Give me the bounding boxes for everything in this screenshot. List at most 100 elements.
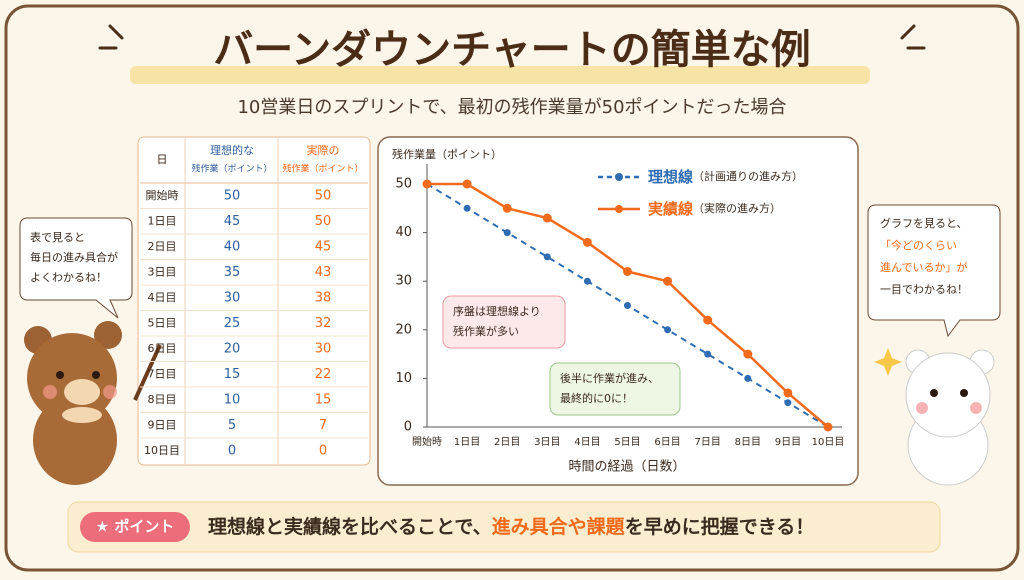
bubble-right-line: 一目でわかるね！	[880, 283, 968, 296]
table-header: 日	[157, 153, 168, 166]
table-cell: 7	[319, 418, 327, 433]
table-cell: 22	[315, 367, 332, 382]
point	[582, 237, 592, 247]
point	[664, 326, 672, 334]
table-cell: 15	[224, 367, 241, 382]
table-cell: 50	[315, 214, 332, 229]
y-tick-label: 10	[395, 371, 412, 386]
brown-bear	[24, 321, 162, 485]
annotation-text: 序盤は理想線より	[453, 304, 541, 318]
point	[623, 266, 632, 276]
subtitle: 10営業日のスプリントで、最初の残作業量が50ポイントだった場合	[237, 97, 786, 118]
annotation-text: 残作業が多い	[453, 324, 519, 338]
table-cell: 6日目	[148, 342, 177, 355]
point	[624, 302, 631, 309]
table-cell: 10	[224, 392, 241, 407]
table-cell: 20	[224, 341, 241, 356]
footer-lead: 理想線と実績線を比べることで、	[208, 515, 492, 538]
table-cell: 0	[319, 443, 327, 458]
point	[783, 388, 793, 398]
badge-text: ★ ポイント	[96, 518, 175, 536]
x-tick-label: 開始時	[412, 435, 442, 448]
table-cell: 9日目	[148, 418, 177, 431]
x-tick-label: 10日目	[812, 437, 845, 448]
legend-name: 理想線	[648, 168, 693, 186]
y-tick-label: 0	[404, 420, 412, 435]
badge	[80, 512, 190, 542]
table-cell: 1日目	[148, 214, 177, 227]
table-cell: 45	[224, 214, 241, 229]
x-tick-label: 6日目	[654, 437, 680, 448]
legend-dot	[615, 173, 623, 181]
legend-entry: 実績線（実際の進み方）	[648, 200, 781, 218]
y-tick-label: 40	[395, 225, 412, 240]
table-cell: 38	[315, 290, 332, 305]
point	[743, 349, 753, 359]
point	[703, 315, 713, 325]
title: バーンダウンチャートの簡単な例	[213, 27, 811, 73]
point	[543, 253, 551, 261]
table-cell: 32	[315, 316, 332, 331]
table-cell: 50	[224, 188, 241, 203]
point	[704, 350, 712, 358]
annotation-text: 最終的に0に！	[560, 391, 633, 405]
x-tick-label: 8日目	[735, 437, 761, 448]
bubble-right-line: グラフを見ると、	[880, 216, 968, 230]
chart-box	[377, 136, 859, 486]
title-deco	[98, 24, 926, 50]
table-cell: 開始時	[146, 188, 179, 202]
table-cell: 43	[315, 265, 332, 280]
bubble-right-line: 「今どのくらい	[880, 238, 957, 252]
bubble-right	[867, 204, 1001, 338]
table-header: 実際の	[307, 143, 340, 157]
point	[542, 213, 552, 223]
annotation-box	[442, 295, 566, 349]
y-axis-label: 残作業量（ポイント）	[392, 147, 502, 161]
table-cell: 30	[315, 341, 332, 356]
bubble-left-line: 毎日の進み具合が	[30, 250, 118, 264]
table-cell: 25	[224, 316, 241, 331]
bubble-right-line: 進んでいるか」が	[880, 260, 967, 274]
table-cell: 50	[315, 188, 332, 203]
x-tick-label: 4日目	[574, 437, 600, 448]
point	[823, 422, 833, 432]
table-header: 残作業（ポイント）	[282, 163, 363, 175]
x-axis-label: 時間の経過（日数）	[568, 460, 685, 475]
y-tick-label: 20	[395, 322, 412, 337]
legend-name: 実績線	[648, 200, 693, 218]
y-tick-label: 50	[395, 177, 412, 192]
point	[422, 179, 432, 189]
table-cell: 2日目	[148, 240, 177, 253]
table-cell: 35	[224, 265, 241, 280]
table-cell: 45	[315, 239, 332, 254]
annotation-box	[549, 362, 681, 416]
footer-tail: を早めに把握できる！	[625, 515, 815, 538]
table-cell: 3日目	[148, 265, 177, 278]
legend-entry: 理想線（計画通りの進み方）	[648, 168, 803, 186]
point	[463, 204, 471, 212]
bubble-left-line: よくわかるね！	[30, 271, 107, 284]
table-cell: 10日目	[144, 444, 180, 457]
x-tick-label: 7日目	[695, 437, 721, 448]
x-tick-label: 1日目	[454, 437, 480, 448]
point	[462, 179, 472, 189]
footer-box	[67, 501, 941, 553]
x-tick-label: 2日目	[494, 437, 520, 448]
table-cell: 5日目	[148, 316, 177, 329]
legend-note: （実際の進み方）	[693, 201, 781, 215]
y-tick-label: 30	[395, 274, 412, 289]
x-tick-label: 9日目	[775, 437, 801, 448]
table-cell: 7日目	[148, 367, 177, 380]
title-highlight	[130, 66, 870, 84]
x-tick-label: 3日目	[534, 437, 560, 448]
table-cell: 0	[228, 443, 236, 458]
table-cell: 5	[228, 418, 236, 433]
table-cell: 40	[224, 239, 241, 254]
legend-dot	[615, 205, 623, 213]
table-cell: 30	[224, 290, 241, 305]
bubble-left-line: 表で見ると	[30, 230, 85, 244]
annotation-text: 後半に作業が進み、	[560, 371, 659, 385]
footer-text: 理想線と実績線を比べることで、進み具合や課題を早めに把握できる！	[208, 515, 814, 538]
table-cell: 8日目	[148, 393, 177, 406]
